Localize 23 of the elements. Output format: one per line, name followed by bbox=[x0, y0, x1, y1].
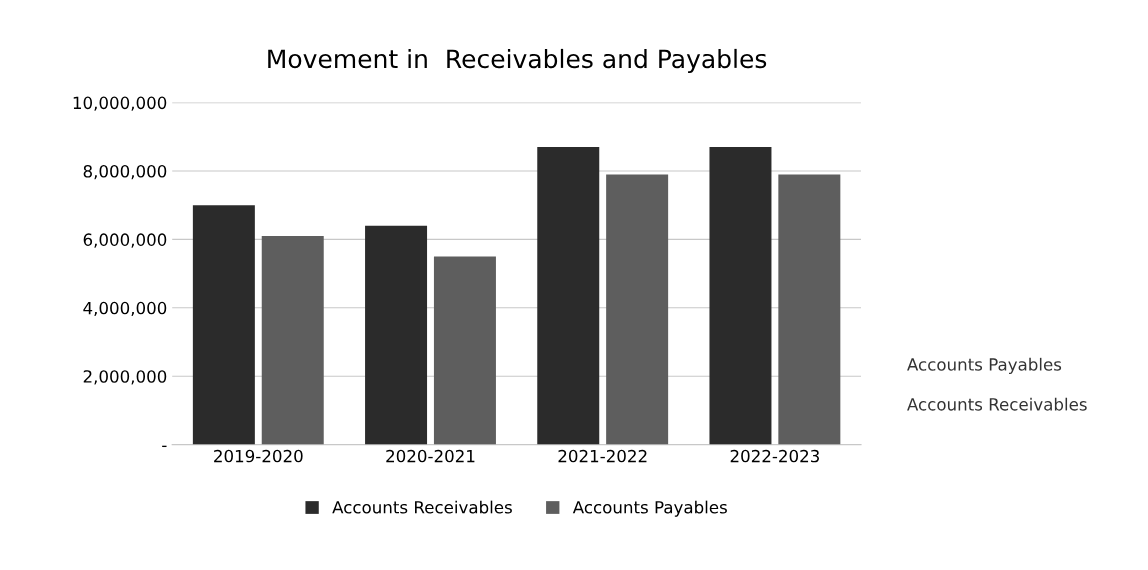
y-tick-label: 2,000,000 bbox=[83, 370, 167, 385]
text: Accounts Receivables bbox=[907, 397, 1087, 411]
bar bbox=[192, 205, 255, 445]
bar bbox=[365, 225, 428, 445]
bar bbox=[778, 174, 841, 445]
y-tick-label: 8,000,000 bbox=[83, 164, 167, 180]
bar bbox=[433, 256, 496, 445]
x-tick-label: 2021-2022 bbox=[558, 449, 647, 463]
x-tick-label: 2022-2023 bbox=[730, 449, 819, 463]
text: Accounts Payables bbox=[907, 357, 1062, 374]
y-tick-label: 10,000,000 bbox=[73, 96, 167, 111]
bar bbox=[261, 235, 324, 445]
chart-title: Movement in Receivables and Payables bbox=[268, 48, 767, 74]
x-tick-label: 2019-2020 bbox=[214, 449, 303, 463]
y-tick-label: - bbox=[162, 445, 167, 448]
bar bbox=[709, 147, 772, 445]
bar bbox=[537, 147, 600, 445]
legend-label: Accounts Payables bbox=[572, 500, 727, 517]
x-tick-label: 2020-2021 bbox=[386, 449, 475, 463]
legend-label: Accounts Receivables bbox=[332, 500, 512, 514]
y-tick-label: 6,000,000 bbox=[83, 233, 167, 248]
y-tick-label: 4,000,000 bbox=[83, 301, 167, 317]
bar bbox=[606, 174, 669, 445]
